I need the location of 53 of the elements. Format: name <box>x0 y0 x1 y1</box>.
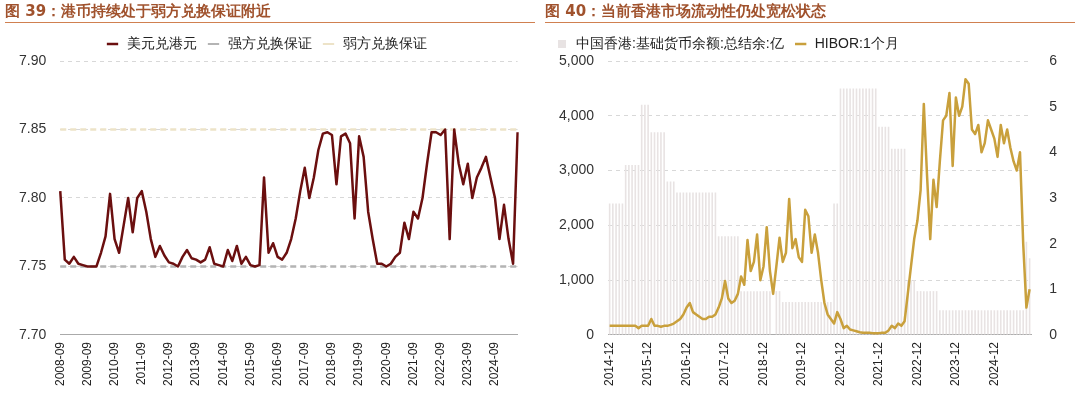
y-tick-label: 7.90 <box>19 51 47 68</box>
x-tick-label: 2023-12 <box>948 341 963 387</box>
x-tick-label: 2019-12 <box>794 341 809 387</box>
x-tick-label: 2018-09 <box>324 341 339 387</box>
y2-tick-label: 6 <box>1049 51 1058 68</box>
y2-tick-label: 3 <box>1049 188 1058 205</box>
chart-title: 图 40：当前香港市场流动性仍处宽松状态 <box>545 0 1075 23</box>
x-tick-label: 2015-12 <box>640 341 655 387</box>
x-tick-label: 2014-12 <box>601 341 616 387</box>
x-tick-label: 2021-09 <box>405 341 420 387</box>
x-tick-label: 2009-09 <box>79 341 94 387</box>
x-tick-label: 2013-09 <box>188 341 203 387</box>
x-tick-label: 2024-12 <box>986 341 1001 387</box>
x-tick-label: 2017-12 <box>717 341 732 387</box>
x-tick-label: 2020-09 <box>378 341 393 387</box>
y-tick-label: 7.80 <box>19 188 47 205</box>
x-tick-label: 2012-09 <box>161 341 176 387</box>
y2-tick-label: 1 <box>1049 280 1058 297</box>
x-tick-label: 2017-09 <box>297 341 312 387</box>
y-tick-label: 7.70 <box>19 325 47 342</box>
y2-tick-label: 5 <box>1049 97 1058 114</box>
x-tick-label: 2022-09 <box>432 341 447 387</box>
x-tick-label: 2014-09 <box>215 341 230 387</box>
legend-label: 中国香港:基础货币余额:总结余:亿 <box>576 34 784 51</box>
x-tick-label: 2015-09 <box>242 341 257 387</box>
y-tick-label: 1,000 <box>558 271 595 288</box>
x-tick-label: 2021-12 <box>871 341 886 387</box>
x-tick-label: 2022-12 <box>909 341 924 387</box>
y-tick-label: 7.85 <box>19 120 47 137</box>
chart-title: 图 39：港币持续处于弱方兑换保证附近 <box>5 0 535 23</box>
y-tick-label: 7.75 <box>19 257 47 274</box>
x-tick-label: 2008-09 <box>52 341 67 387</box>
legend-label: 强方兑换保证 <box>227 34 312 51</box>
x-tick-label: 2016-09 <box>269 341 284 387</box>
y2-tick-label: 2 <box>1049 234 1058 251</box>
y-tick-label: 2,000 <box>558 216 595 233</box>
x-tick-label: 2011-09 <box>134 341 149 386</box>
x-tick-label: 2020-12 <box>832 341 847 387</box>
y-tick-label: 0 <box>586 325 595 342</box>
y2-tick-label: 0 <box>1049 325 1058 342</box>
x-tick-label: 2010-09 <box>106 341 121 387</box>
y-tick-label: 3,000 <box>558 161 595 178</box>
legend-label: 弱方兑换保证 <box>342 34 427 51</box>
x-tick-label: 2024-09 <box>487 341 502 387</box>
y-tick-label: 4,000 <box>558 106 595 123</box>
y-tick-label: 5,000 <box>558 51 595 68</box>
x-tick-label: 2023-09 <box>460 341 475 387</box>
y2-tick-label: 4 <box>1049 143 1058 160</box>
x-tick-label: 2016-12 <box>678 341 693 387</box>
x-tick-label: 2018-12 <box>755 341 770 387</box>
x-tick-label: 2019-09 <box>351 341 366 387</box>
legend-label: 美元兑港元 <box>126 34 197 51</box>
legend-label: HIBOR:1个月 <box>814 34 899 51</box>
